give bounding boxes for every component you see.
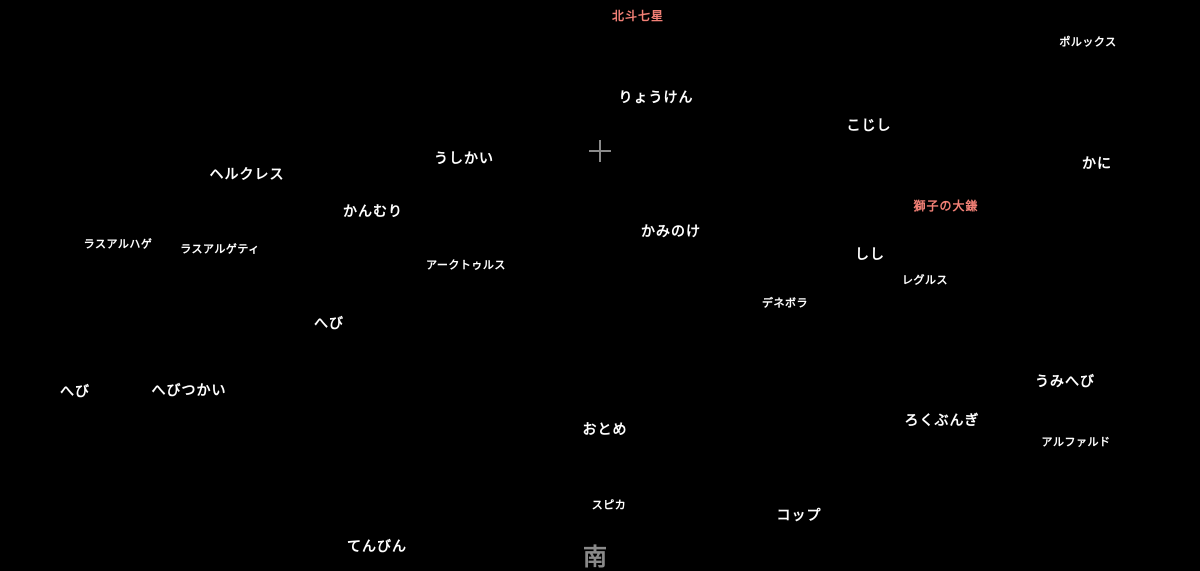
denebola-label: デネボラ [762, 297, 808, 310]
hebi-west-label: へび [60, 383, 90, 399]
shishi-no-ogama-label: 獅子の大鎌 [913, 199, 979, 213]
hebitsukai-label: へびつかい [151, 382, 227, 398]
ryouken-label: りょうけん [618, 89, 694, 105]
kanmuri-label: かんむり [343, 203, 403, 219]
direction-label-south: 南 [583, 544, 607, 571]
crosshair-marker [589, 140, 611, 162]
arcturus-label: アークトゥルス [426, 259, 506, 272]
rasalhague-label: ラスアルハゲ [83, 238, 153, 251]
alphard-label: アルファルド [1041, 436, 1111, 449]
koppu-label: コップ [776, 507, 822, 523]
spica-label: スピカ [591, 499, 627, 512]
kaminoke-label: かみのけ [641, 223, 701, 239]
rokubungi-label: ろくぶんぎ [904, 412, 980, 428]
hebi-north-label: へび [314, 315, 344, 331]
tenbin-label: てんびん [347, 538, 407, 554]
kani-label: かに [1082, 155, 1112, 171]
kojishi-label: こじし [846, 117, 892, 133]
shishi-label: しし [855, 246, 885, 262]
hercules-label: ヘルクレス [209, 166, 285, 182]
regulus-label: レグルス [902, 274, 948, 287]
ushikai-label: うしかい [434, 150, 494, 166]
hokuto-shichisei-label: 北斗七星 [611, 9, 665, 23]
crosshair-vertical-bar [599, 140, 601, 162]
otome-label: おとめ [582, 421, 628, 437]
rasalgethi-label: ラスアルゲティ [180, 243, 260, 256]
umihebi-label: うみへび [1035, 373, 1095, 389]
pollux-label: ポルックス [1059, 36, 1117, 49]
